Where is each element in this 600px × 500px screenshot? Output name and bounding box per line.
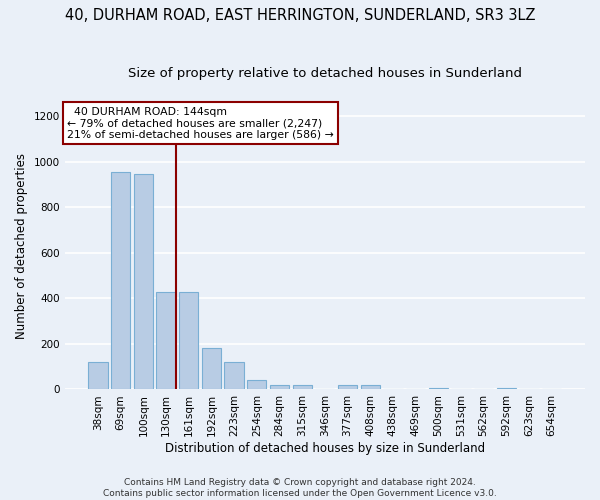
Bar	[88, 362, 107, 390]
Bar	[157, 292, 176, 390]
Bar	[179, 292, 199, 390]
Bar	[293, 385, 312, 390]
Bar	[134, 174, 153, 390]
Bar	[224, 362, 244, 390]
Bar	[202, 348, 221, 390]
Title: Size of property relative to detached houses in Sunderland: Size of property relative to detached ho…	[128, 68, 522, 80]
Bar	[361, 385, 380, 390]
Bar	[270, 385, 289, 390]
Text: Contains HM Land Registry data © Crown copyright and database right 2024.
Contai: Contains HM Land Registry data © Crown c…	[103, 478, 497, 498]
Bar	[497, 388, 516, 390]
Text: 40 DURHAM ROAD: 144sqm
← 79% of detached houses are smaller (2,247)
21% of semi-: 40 DURHAM ROAD: 144sqm ← 79% of detached…	[67, 107, 334, 140]
Bar	[428, 388, 448, 390]
X-axis label: Distribution of detached houses by size in Sunderland: Distribution of detached houses by size …	[165, 442, 485, 455]
Bar	[338, 385, 357, 390]
Bar	[247, 380, 266, 390]
Bar	[111, 172, 130, 390]
Text: 40, DURHAM ROAD, EAST HERRINGTON, SUNDERLAND, SR3 3LZ: 40, DURHAM ROAD, EAST HERRINGTON, SUNDER…	[65, 8, 535, 22]
Y-axis label: Number of detached properties: Number of detached properties	[15, 153, 28, 339]
